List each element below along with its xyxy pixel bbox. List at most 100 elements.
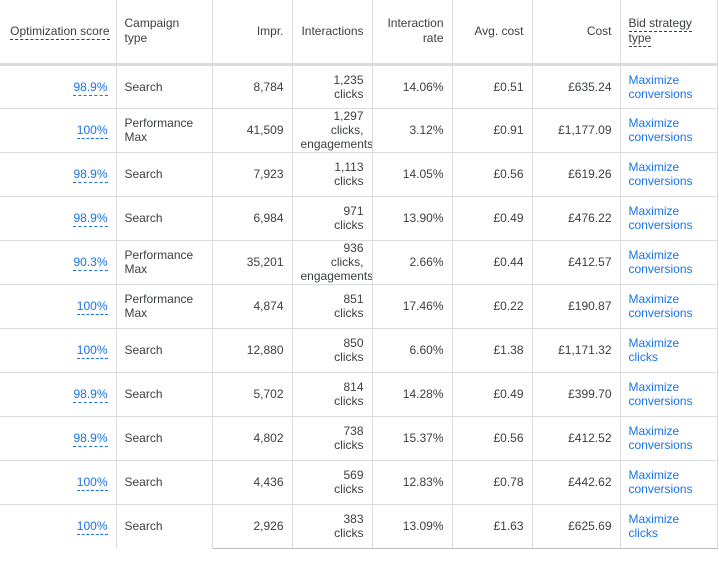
optimization-score-link[interactable]: 100% [76,343,108,359]
optimization-score-link[interactable]: 98.9% [73,79,108,96]
interactions-type: clicks [334,174,364,188]
bid-strategy-link[interactable]: Maximize clicks [629,336,680,364]
optimization-score-link[interactable]: 98.9% [73,431,108,447]
interactions-count: 814 [343,380,364,394]
interactions-cell: 1,235 clicks [292,64,373,108]
bid-strategy-cell: Maximize conversions [620,64,718,108]
bid-strategy-line1: Maximize [628,204,680,218]
bid-strategy-line2: conversions [628,482,693,496]
bid-strategy-link[interactable]: Maximize conversions [629,204,693,232]
bid-strategy-cell: Maximize conversions [620,108,718,152]
header-interaction-rate[interactable]: Interaction rate [372,0,453,66]
optimization-score-cell: 100% [0,460,117,504]
cost-cell: £619.26 [532,152,621,196]
interactions-count: 851 [343,292,364,306]
header-bid-strategy-type[interactable]: Bid strategy type [620,0,718,66]
optimization-score-link[interactable]: 98.9% [73,211,108,227]
campaign-type-cell: Search [116,328,213,372]
interaction-rate-cell: 3.12% [372,108,453,152]
optimization-score-cell: 100% [0,504,117,548]
campaign-type-cell: Performance Max [116,108,213,152]
bid-strategy-link[interactable]: Maximize conversions [629,73,693,101]
interactions-count: 1,235 [333,72,364,87]
interaction-rate-cell: 13.09% [372,504,453,549]
interaction-rate-cell: 12.83% [372,460,453,504]
avg-cost-cell: £1.63 [452,504,533,549]
bid-strategy-link[interactable]: Maximize conversions [629,248,693,276]
bid-strategy-cell: Maximize conversions [620,152,718,196]
header-cost[interactable]: Cost [532,0,621,66]
bid-strategy-cell: Maximize clicks [620,328,718,372]
cost-cell: £412.52 [532,416,621,460]
interactions-cell: 738 clicks [292,416,373,460]
optimization-score-cell: 98.9% [0,152,117,196]
optimization-score-cell: 98.9% [0,196,117,240]
interactions-type: clicks, [330,123,364,137]
header-bid-strategy-type-label: Bid strategy type [628,16,692,48]
bid-strategy-cell: Maximize conversions [620,284,718,328]
impr-cell: 6,984 [212,196,293,240]
bid-strategy-link[interactable]: Maximize clicks [629,512,680,540]
bid-strategy-link[interactable]: Maximize conversions [629,116,693,144]
avg-cost-cell: £0.44 [452,240,533,284]
impr-cell: 41,509 [212,108,293,152]
interaction-rate-cell: 2.66% [372,240,453,284]
interactions-cell: 569 clicks [292,460,373,504]
bid-strategy-cell: Maximize conversions [620,240,718,284]
bid-strategy-line1: Maximize [628,248,680,262]
impr-cell: 4,874 [212,284,293,328]
table-row: 98.9% Search 6,984 971 clicks 13.90% £0.… [0,196,718,240]
cost-cell: £399.70 [532,372,621,416]
cost-cell: £190.87 [532,284,621,328]
table-row: 100% Search 12,880 850 clicks 6.60% £1.3… [0,328,718,372]
header-optimization-score[interactable]: Optimization score [0,0,117,66]
bid-strategy-link[interactable]: Maximize conversions [629,160,693,188]
optimization-score-link[interactable]: 100% [76,123,108,139]
bid-strategy-line1: Maximize [628,336,680,350]
bid-strategy-line1: Maximize [628,160,680,174]
interactions-cell: 1,297 clicks, engagements [292,108,373,152]
optimization-score-link[interactable]: 100% [76,519,108,536]
impr-cell: 5,702 [212,372,293,416]
impr-cell: 7,923 [212,152,293,196]
optimization-score-link[interactable]: 98.9% [73,167,108,183]
interactions-cell: 850 clicks [292,328,373,372]
interactions-cell: 814 clicks [292,372,373,416]
interactions-type: clicks [334,482,364,496]
optimization-score-link[interactable]: 90.3% [73,255,108,271]
bid-strategy-link[interactable]: Maximize conversions [629,292,693,320]
header-campaign-type[interactable]: Campaign type [116,0,213,66]
header-interactions[interactable]: Interactions [292,0,373,66]
bid-strategy-link[interactable]: Maximize conversions [629,424,693,452]
interaction-rate-cell: 14.05% [372,152,453,196]
interactions-type: clicks [334,394,364,408]
campaign-type-cell: Search [116,372,213,416]
bid-strategy-link[interactable]: Maximize conversions [629,380,693,408]
header-impr[interactable]: Impr. [212,0,293,66]
optimization-score-link[interactable]: 100% [76,475,108,491]
optimization-score-link[interactable]: 100% [76,299,108,315]
table-row: 100% Performance Max 4,874 851 clicks 17… [0,284,718,328]
bid-strategy-line2: conversions [628,262,693,276]
optimization-score-cell: 100% [0,328,117,372]
interactions-type: clicks, [330,255,364,269]
interaction-rate-cell: 13.90% [372,196,453,240]
interactions-count: 1,297 [333,109,364,123]
bid-strategy-line1: Maximize [628,292,680,306]
bid-strategy-line1: Maximize [628,380,680,394]
campaign-type-cell: Search [116,64,213,108]
campaign-type-cell: Search [116,416,213,460]
table-row: 100% Search 4,436 569 clicks 12.83% £0.7… [0,460,718,504]
table-row: 100% Search 2,926 383 clicks 13.09% £1.6… [0,504,718,549]
optimization-score-link[interactable]: 98.9% [73,387,108,403]
bid-strategy-line2: conversions [628,130,693,144]
header-avg-cost[interactable]: Avg. cost [452,0,533,66]
avg-cost-cell: £0.49 [452,372,533,416]
optimization-score-cell: 100% [0,284,117,328]
bid-strategy-cell: Maximize conversions [620,460,718,504]
interactions-cell: 851 clicks [292,284,373,328]
avg-cost-cell: £0.56 [452,152,533,196]
interactions-count: 738 [343,424,364,438]
bid-strategy-cell: Maximize conversions [620,196,718,240]
bid-strategy-link[interactable]: Maximize conversions [629,468,693,496]
